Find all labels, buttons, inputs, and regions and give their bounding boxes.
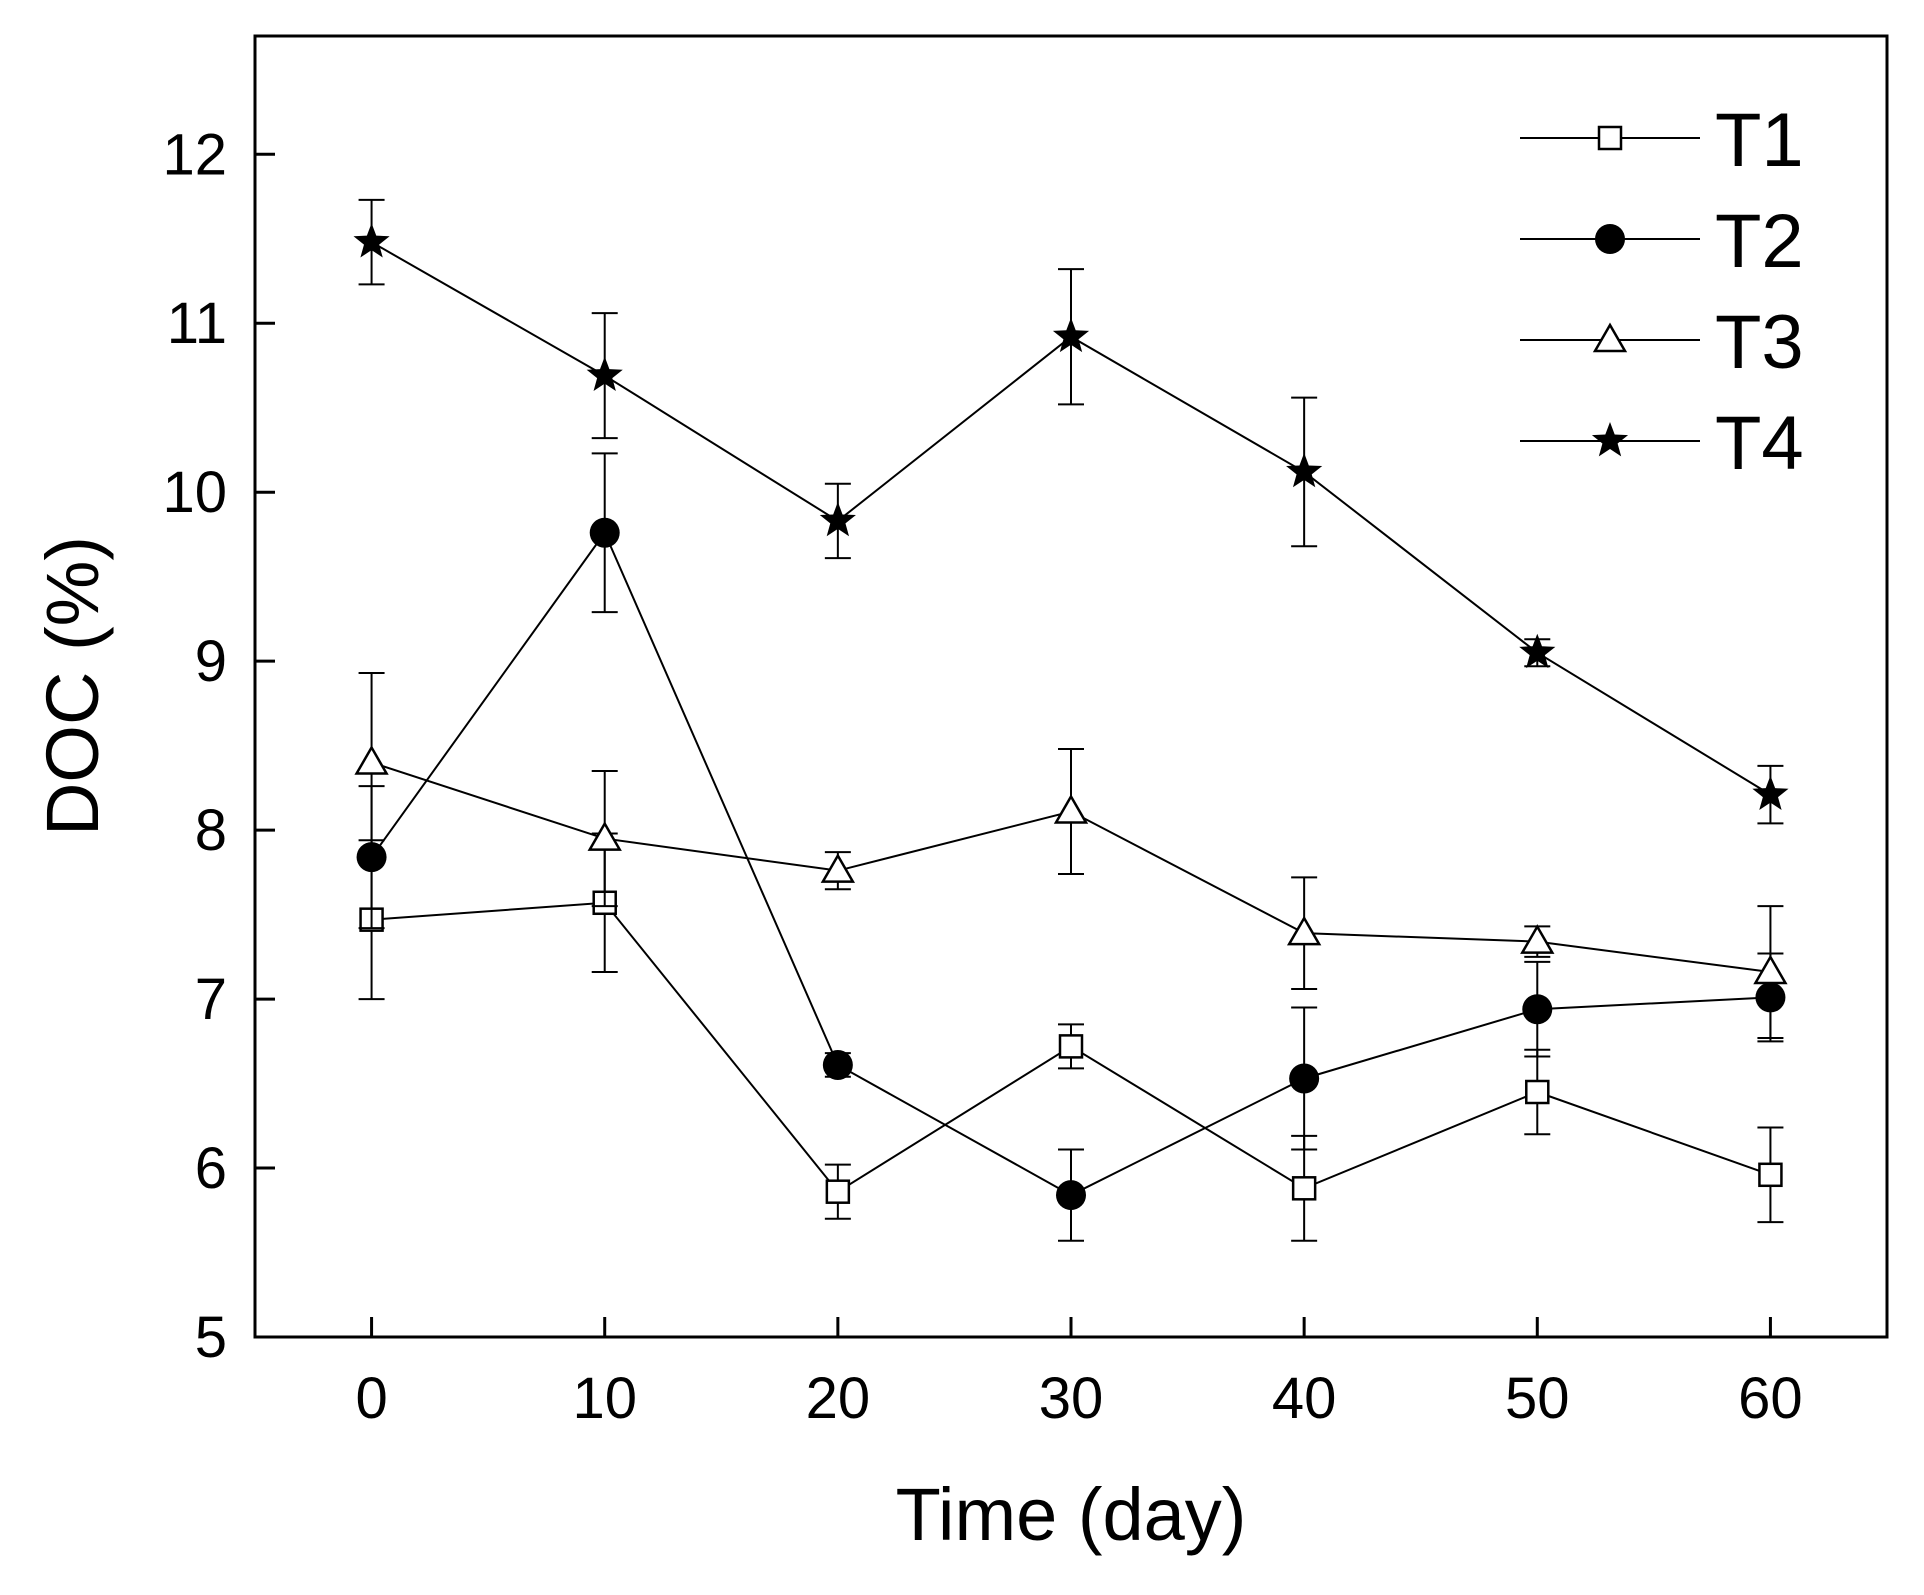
y-axis-label: DOC (%) [31,536,114,836]
legend-label-T4: T4 [1715,401,1804,486]
y-tick-label: 12 [162,122,227,187]
data-point-T2 [589,517,620,548]
series-layer [353,198,1789,1242]
legend-item-T2: T2 [1520,199,1804,284]
x-axis-ticks: 0 10 20 30 40 50 60 [355,1317,1803,1431]
data-point-T2 [822,1049,853,1080]
data-point-T2 [1289,1063,1320,1094]
x-tick-label: 30 [1039,1366,1104,1431]
data-point-T1 [1525,1079,1550,1105]
legend-marker-T1 [1597,125,1623,151]
y-tick-label: 10 [162,460,227,525]
data-point-T3 [354,745,389,775]
data-point-T3 [587,821,622,851]
data-point-T3 [1286,915,1322,946]
legend-item-T3: T3 [1520,300,1804,385]
data-point-T4 [586,356,623,391]
x-tick-label: 20 [806,1366,871,1431]
legend-marker-T4 [1591,422,1629,457]
data-point-T3 [1753,954,1788,985]
data-point-T3 [820,853,856,883]
x-tick-label: 40 [1272,1366,1337,1431]
plot-frame [253,34,1889,1339]
legend-marker-T3 [1592,322,1628,353]
y-tick-label: 9 [195,629,227,694]
data-point-T2 [1522,994,1553,1025]
data-point-T1 [825,1179,851,1204]
legend-item-T4: T4 [1520,401,1804,486]
data-point-T4 [353,223,390,258]
data-point-T2 [356,842,387,873]
legend-label-T3: T3 [1715,300,1804,385]
series-T4 [353,198,1789,825]
x-tick-label: 10 [572,1366,637,1431]
y-tick-label: 11 [167,291,227,356]
data-point-T1 [1758,1162,1783,1188]
x-tick-label: 50 [1505,1366,1570,1431]
legend-label-T1: T1 [1715,98,1804,183]
x-axis-label: Time (day) [896,1473,1247,1556]
data-point-T2 [1056,1180,1086,1211]
data-point-T3 [1053,794,1089,824]
y-tick-label: 8 [195,798,227,863]
series-T3 [354,671,1788,1039]
data-point-T4 [1752,775,1789,811]
y-tick-label: 6 [195,1136,227,1201]
x-tick-label: 0 [355,1366,387,1431]
y-tick-label: 5 [195,1305,227,1370]
y-axis-ticks: 5 6 7 8 9 10 11 12 [162,122,275,1370]
legend: T1 T2 T3 T4 [1520,98,1804,486]
legend-item-T1: T1 [1520,98,1804,183]
data-point-T3 [1520,924,1555,954]
data-point-T4 [819,501,856,537]
data-point-T1 [1291,1176,1317,1201]
legend-label-T2: T2 [1715,199,1804,284]
series-T2 [356,452,1786,1242]
data-point-T1 [1058,1034,1084,1059]
y-tick-label: 7 [195,967,227,1032]
x-tick-label: 60 [1738,1366,1803,1431]
data-point-T4 [1286,452,1323,488]
data-point-T4 [1519,633,1556,669]
data-point-T4 [1052,317,1090,353]
legend-marker-T2 [1595,224,1625,254]
